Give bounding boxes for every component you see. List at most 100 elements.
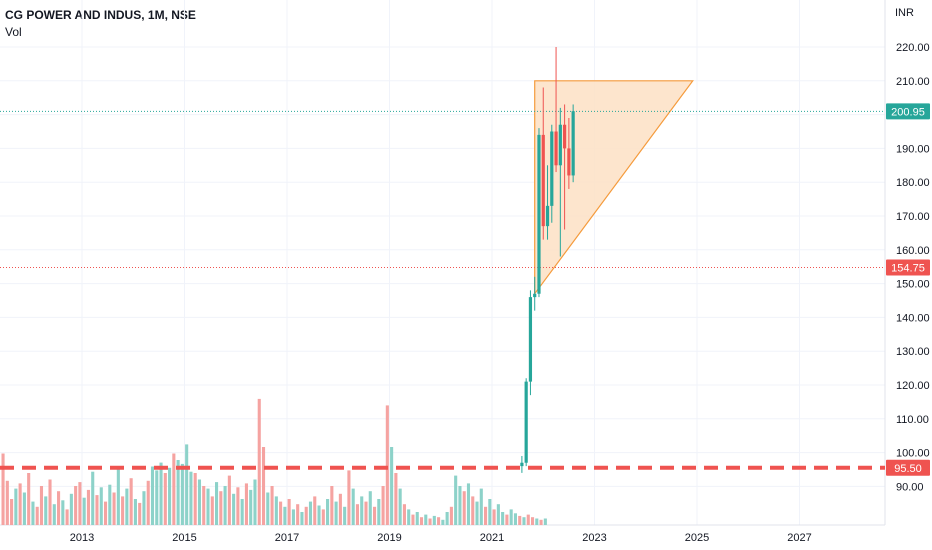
price-tick-label: 120.00 <box>896 380 930 392</box>
volume-bar <box>313 496 317 525</box>
volume-bar <box>368 491 372 525</box>
time-tick-label: 2013 <box>70 532 94 544</box>
volume-bar <box>407 509 411 525</box>
volume-bar <box>253 479 257 525</box>
volume-bar <box>385 405 389 525</box>
volume-bar <box>287 499 291 525</box>
price-badge-label: 154.75 <box>891 263 925 275</box>
volume-bar <box>244 483 248 525</box>
volume-bar <box>484 506 488 525</box>
volume-bar <box>193 473 197 525</box>
volume-bar <box>180 463 184 525</box>
volume-bar <box>479 488 483 525</box>
volume-bar <box>108 484 112 525</box>
volume-bar <box>326 499 330 525</box>
volume-bar <box>526 514 530 525</box>
volume-bar <box>338 493 342 525</box>
price-badge-label: 95.50 <box>894 463 922 475</box>
volume-bar <box>466 483 471 525</box>
volume-bar <box>121 496 125 525</box>
volume-bar <box>394 473 398 525</box>
volume-bar <box>61 500 65 525</box>
candle-body <box>541 134 545 227</box>
price-axis[interactable]: 220.00210.00200.00190.00180.00170.00160.… <box>896 42 930 493</box>
price-tick-label: 140.00 <box>896 312 930 324</box>
triangle-pattern[interactable] <box>534 80 694 296</box>
volume-bar <box>65 509 69 525</box>
volume-bar <box>411 514 415 525</box>
volume-bar <box>317 505 321 525</box>
volume-bar <box>445 512 449 525</box>
price-tick-label: 130.00 <box>896 346 930 358</box>
volume-bar <box>415 512 419 525</box>
price-tick-label: 220.00 <box>896 42 930 54</box>
candlesticks <box>520 47 575 473</box>
volume-bar <box>296 504 300 525</box>
volume-bar <box>274 496 278 525</box>
volume-bar <box>291 509 295 525</box>
volume-bar <box>172 453 176 525</box>
chart-title: CG POWER AND INDUS, 1M, NSE <box>5 8 196 22</box>
price-tick-label: 190.00 <box>896 143 930 155</box>
volume-bar <box>86 489 90 525</box>
volume-bar <box>142 491 146 525</box>
time-tick-label: 2017 <box>275 532 299 544</box>
volume-bar <box>377 499 381 525</box>
volume-bar <box>27 473 31 525</box>
time-axis[interactable]: 2013 2015 2017 2019 2021 2023 2025 2027 <box>70 532 812 544</box>
volume-bar <box>419 517 424 525</box>
volume-bar <box>240 499 244 525</box>
volume-bar <box>74 486 78 525</box>
price-lines <box>0 110 885 470</box>
volume-bar <box>223 486 227 525</box>
volume-bar <box>334 501 338 525</box>
volume-bar <box>505 514 509 525</box>
volume-bar <box>206 488 210 525</box>
volume-bars <box>1 398 547 525</box>
volume-bar <box>215 482 219 525</box>
volume-bar <box>300 512 304 525</box>
volume-bar <box>48 479 52 525</box>
volume-bar <box>163 473 167 525</box>
volume-bar <box>18 483 22 525</box>
volume-bar <box>501 512 505 525</box>
volume-bar <box>530 517 535 525</box>
candle-body <box>550 131 554 206</box>
volume-bar <box>99 487 103 525</box>
volume-bar <box>150 466 155 525</box>
volume-bar <box>257 398 261 525</box>
volume-bar <box>449 506 453 525</box>
volume-bar <box>116 466 120 525</box>
volume-bar <box>22 492 26 525</box>
volume-bar <box>351 488 355 525</box>
volume-bar <box>492 509 496 525</box>
time-tick-label: 2027 <box>787 532 811 544</box>
volume-bar <box>343 506 347 525</box>
volume-bar <box>441 519 445 525</box>
candle-body <box>528 297 533 382</box>
price-badge-label: 200.95 <box>891 106 925 118</box>
candle-body <box>571 111 575 176</box>
volume-bar <box>321 509 325 525</box>
volume-bar <box>360 496 364 525</box>
volume-bar <box>496 504 500 525</box>
volume-bar <box>125 488 129 525</box>
volume-bar <box>522 517 526 525</box>
volume-bar <box>91 471 95 525</box>
volume-indicator-label[interactable]: Vol <box>5 25 22 39</box>
volume-bar <box>236 487 240 525</box>
volume-bar <box>330 486 334 525</box>
volume-bar <box>35 506 39 525</box>
volume-bar <box>390 447 394 525</box>
time-tick-label: 2019 <box>377 532 401 544</box>
volume-bar <box>266 492 270 525</box>
volume-bar <box>210 496 214 525</box>
grid-lines <box>0 0 886 526</box>
volume-bar <box>176 460 180 525</box>
volume-bar <box>44 496 48 525</box>
volume-bar <box>279 501 283 525</box>
volume-bar <box>437 517 441 525</box>
volume-bar <box>535 518 539 525</box>
volume-bar <box>539 519 543 525</box>
